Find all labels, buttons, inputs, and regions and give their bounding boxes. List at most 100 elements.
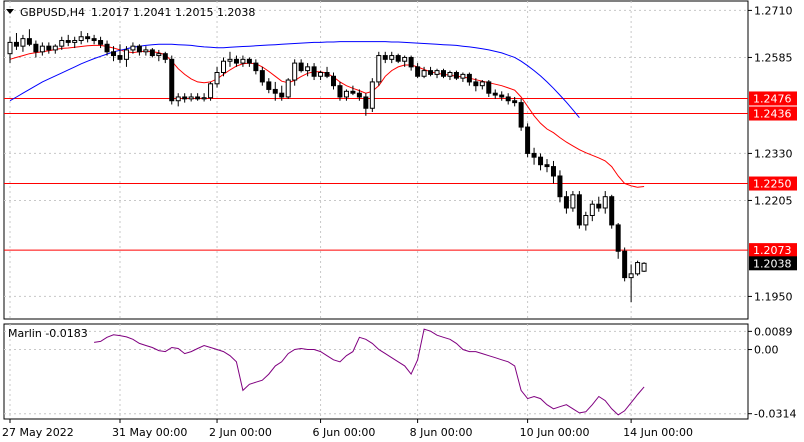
level-label: 1.2476: [753, 92, 792, 105]
candle-body: [78, 36, 84, 42]
indicator-label: Marlin -0.0183: [8, 327, 88, 340]
indicator-tick-label: 0.0089: [754, 325, 793, 338]
candle-body: [149, 49, 155, 57]
candle-body: [421, 70, 427, 77]
level-label-box: [749, 176, 797, 191]
candle-body: [143, 49, 149, 53]
candle-body: [453, 72, 459, 79]
candle-body: [285, 79, 291, 98]
indicator-plot-frame: [3, 323, 749, 420]
candle-body: [33, 43, 39, 53]
candle-body: [531, 152, 537, 158]
candle-body: [117, 55, 123, 60]
candle-body: [201, 97, 207, 100]
time-tick-label: 14 Jun 00:00: [623, 426, 693, 439]
candle-body: [486, 81, 492, 94]
candle-body: [195, 96, 201, 100]
candle-body: [111, 51, 117, 57]
level-label-box: [749, 243, 797, 258]
candle-body: [460, 73, 466, 79]
price-tick-label: 1.2585: [754, 51, 793, 64]
candle-body: [123, 49, 129, 60]
candle-body: [466, 73, 472, 83]
candle-body: [246, 58, 252, 64]
candle-body: [512, 100, 518, 104]
candle-body: [169, 58, 175, 102]
candle-body: [130, 45, 136, 51]
time-tick-label: 2 Jun 00:00: [209, 426, 272, 439]
candle-body: [589, 203, 595, 217]
candle-body: [98, 40, 104, 45]
price-tick-label: 1.2330: [754, 147, 793, 160]
candle-body: [635, 262, 641, 275]
candle-body: [227, 58, 233, 62]
candle-body: [175, 96, 181, 102]
candle-body: [382, 55, 388, 60]
level-label-box: [749, 106, 797, 121]
time-tick-label: 6 Jun 00:00: [313, 426, 376, 439]
candle-body: [46, 45, 52, 51]
candle-body: [214, 72, 220, 85]
candle-body: [311, 66, 317, 77]
candle-body: [7, 41, 13, 55]
candle-body: [576, 194, 582, 226]
dropdown-triangle-icon[interactable]: [6, 9, 14, 14]
candle-body: [331, 75, 336, 87]
candle-body: [292, 62, 298, 81]
candle-body: [402, 56, 408, 62]
candle-body: [583, 215, 589, 226]
candle-body: [641, 262, 647, 272]
candle-body: [259, 70, 265, 83]
candle-body: [188, 96, 194, 100]
level-label: 1.2250: [753, 178, 792, 191]
candle-body: [240, 58, 246, 64]
candle-body: [570, 194, 576, 209]
candle-body: [298, 62, 304, 72]
candle-body: [596, 203, 602, 209]
candle-body: [363, 96, 369, 109]
candle-body: [563, 196, 569, 209]
price-tick-label: 1.2205: [754, 194, 793, 207]
candle-body: [356, 92, 362, 98]
candle-body: [550, 166, 556, 177]
candle-body: [518, 102, 524, 128]
candle-body: [525, 126, 531, 154]
price-tick-label: 1.1950: [754, 290, 793, 303]
candle-body: [440, 70, 446, 77]
time-tick-label: 27 May 2022: [2, 426, 74, 439]
candle-body: [20, 38, 26, 47]
candle-body: [39, 45, 45, 53]
candle-body: [253, 62, 259, 72]
candle-body: [52, 45, 58, 51]
candles: [7, 29, 647, 303]
candle-body: [408, 56, 414, 68]
marlin-indicator: [94, 328, 645, 416]
candle-body: [221, 60, 227, 74]
candle-body: [65, 40, 71, 43]
level-label-box: [749, 91, 797, 106]
level-label: 1.2436: [753, 108, 792, 121]
candle-body: [602, 196, 608, 209]
marlin-line: [94, 328, 645, 416]
candle-body: [13, 41, 19, 47]
candle-body: [182, 96, 188, 100]
candle-body: [538, 156, 544, 166]
candle-body: [622, 250, 628, 279]
candle-body: [447, 72, 453, 77]
indicator-axis: 0.0089 0.00 -0.0314: [748, 325, 796, 421]
candle-body: [85, 36, 91, 40]
indicator-tick-label: 0.00: [754, 344, 779, 357]
candle-body: [208, 83, 214, 99]
time-tick-label: 31 May 00:00: [112, 426, 187, 439]
candle-body: [609, 196, 615, 226]
candle-body: [389, 55, 395, 60]
candle-body: [376, 55, 382, 83]
candle-body: [557, 175, 563, 198]
candle-body: [415, 66, 421, 77]
level-label: 1.2073: [753, 244, 792, 257]
price-tick-label: 1.2710: [754, 4, 793, 17]
indicator-grid: [4, 324, 748, 419]
